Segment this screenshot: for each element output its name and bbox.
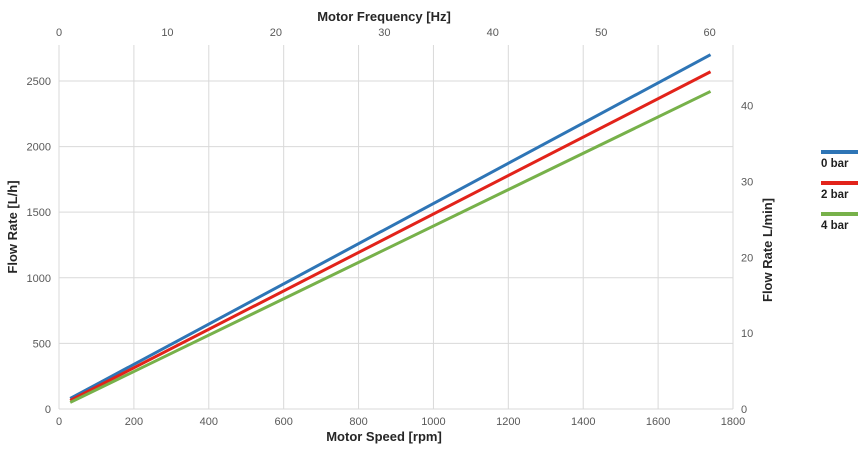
svg-text:200: 200 (125, 416, 143, 428)
svg-text:20: 20 (270, 27, 282, 39)
svg-text:1800: 1800 (721, 416, 745, 428)
top-axis-title: Motor Frequency [Hz] (317, 9, 451, 24)
svg-text:10: 10 (741, 328, 753, 340)
svg-text:0: 0 (45, 404, 51, 416)
legend-label-0bar: 0 bar (821, 158, 849, 170)
svg-text:1000: 1000 (421, 416, 445, 428)
svg-text:1600: 1600 (646, 416, 670, 428)
left-axis-title: Flow Rate [L/h] (5, 180, 20, 274)
svg-text:30: 30 (378, 27, 390, 39)
legend-item-2bar: 2 bar (821, 181, 858, 201)
svg-text:10: 10 (161, 27, 173, 39)
svg-text:40: 40 (487, 27, 499, 39)
right-axis-title: Flow Rate L/min] (760, 198, 775, 302)
legend-item-4bar: 4 bar (821, 212, 858, 232)
svg-text:60: 60 (704, 27, 716, 39)
svg-text:1400: 1400 (571, 416, 595, 428)
svg-text:500: 500 (33, 338, 51, 350)
svg-text:400: 400 (200, 416, 218, 428)
svg-text:1500: 1500 (27, 207, 51, 219)
svg-text:600: 600 (274, 416, 292, 428)
legend-label-4bar: 4 bar (821, 220, 849, 232)
series-swatch-2bar (821, 181, 858, 185)
svg-text:40: 40 (741, 101, 753, 113)
svg-text:0: 0 (56, 27, 62, 39)
legend-label-2bar: 2 bar (821, 189, 849, 201)
svg-text:1000: 1000 (27, 273, 51, 285)
svg-text:800: 800 (349, 416, 367, 428)
svg-text:30: 30 (741, 177, 753, 189)
legend-item-0bar: 0 bar (821, 150, 858, 170)
svg-text:1200: 1200 (496, 416, 520, 428)
svg-text:20: 20 (741, 252, 753, 264)
bottom-axis-title: Motor Speed [rpm] (326, 429, 442, 444)
svg-text:2000: 2000 (27, 142, 51, 154)
legend: 0 bar 2 bar 4 bar (821, 150, 858, 243)
svg-text:50: 50 (595, 27, 607, 39)
series-swatch-4bar (821, 212, 858, 216)
svg-text:2500: 2500 (27, 76, 51, 88)
series-swatch-0bar (821, 150, 858, 154)
svg-text:0: 0 (56, 416, 62, 428)
svg-text:0: 0 (741, 404, 747, 416)
